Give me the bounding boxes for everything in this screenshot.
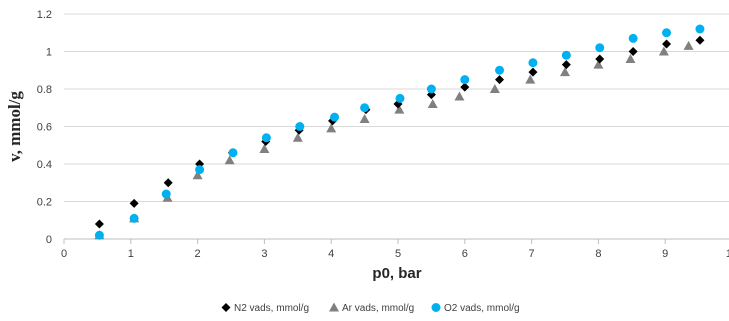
data-point-n2 xyxy=(528,67,538,77)
x-axis-title: p0, bar xyxy=(372,265,421,282)
data-point-o2 xyxy=(528,58,538,68)
data-point-n2 xyxy=(129,198,139,208)
y-tick-label: 0.4 xyxy=(37,159,52,171)
data-point-o2 xyxy=(360,103,370,113)
x-tick-label: 3 xyxy=(261,248,267,260)
data-point-o2 xyxy=(195,165,205,175)
data-point-ar xyxy=(625,54,636,63)
data-point-ar xyxy=(454,91,465,101)
x-tick-label: 8 xyxy=(595,248,601,260)
data-point-o2 xyxy=(395,93,405,103)
gridlines xyxy=(64,13,729,202)
data-point-ar xyxy=(394,104,405,114)
x-tick-label: 5 xyxy=(395,248,401,260)
data-point-ar xyxy=(427,99,438,108)
data-point-ar xyxy=(560,67,570,77)
x-tick-labels: 0 1 2 3 4 5 6 7 8 9 10 xyxy=(61,248,729,260)
y-tick-labels: 0 0.2 0.4 0.6 0.8 1 1.2 xyxy=(37,9,52,246)
data-point-ar xyxy=(683,40,694,50)
data-point-o2 xyxy=(94,230,104,240)
data-point-o2 xyxy=(261,133,271,143)
data-point-ar xyxy=(658,46,669,56)
y-tick-label: 0 xyxy=(46,234,52,246)
x-tick-label: 2 xyxy=(195,248,201,260)
data-point-ar xyxy=(359,114,370,123)
data-point-o2 xyxy=(561,50,571,60)
data-point-ar xyxy=(593,59,604,69)
x-tick-label: 0 xyxy=(61,248,67,260)
data-point-o2 xyxy=(495,65,505,75)
data-point-o2 xyxy=(228,148,238,158)
data-point-o2 xyxy=(295,122,305,131)
data-point-n2 xyxy=(163,178,173,188)
legend-label: N2 vads, mmol/g xyxy=(234,303,309,314)
y-tick-label: 0.6 xyxy=(37,122,52,134)
data-point-o2 xyxy=(426,84,436,94)
y-tick-label: 0.2 xyxy=(37,197,52,209)
data-point-o2 xyxy=(460,75,470,85)
data-point-ar xyxy=(259,144,270,153)
data-point-o2 xyxy=(595,43,605,53)
x-tick-label: 4 xyxy=(328,248,334,260)
data-point-o2 xyxy=(662,28,672,38)
data-point-ar xyxy=(192,170,203,180)
legend-label: Ar vads, mmol/g xyxy=(342,303,414,314)
data-point-n2 xyxy=(628,47,638,56)
y-tick-label: 1 xyxy=(46,47,52,59)
legend-marker xyxy=(431,303,441,312)
legend-marker xyxy=(329,302,339,312)
data-point-o2 xyxy=(129,213,139,223)
data-point-n2 xyxy=(695,35,705,45)
data-point-o2 xyxy=(628,33,638,43)
y-tick-label: 1.2 xyxy=(37,9,52,21)
x-tick-label: 1 xyxy=(128,248,134,260)
data-point-o2 xyxy=(695,24,705,34)
legend-marker xyxy=(221,303,231,312)
legend-label: O2 vads, mmol/g xyxy=(444,303,520,314)
data-point-n2 xyxy=(595,54,605,64)
data-point-o2 xyxy=(161,189,171,199)
y-tick-label: 0.8 xyxy=(37,84,52,96)
x-tick-label: 7 xyxy=(529,248,535,260)
data-point-n2 xyxy=(495,75,505,85)
data-point-n2 xyxy=(662,39,672,49)
data-point-ar xyxy=(292,132,303,142)
x-tick-label: 10 xyxy=(726,248,729,260)
axes xyxy=(63,238,729,244)
data-point-ar xyxy=(326,123,337,133)
data-point-ar xyxy=(489,84,500,93)
y-axis-title: v, mmol/g xyxy=(5,91,24,162)
legend: N2 vads, mmol/g Ar vads, mmol/g O2 vads, m… xyxy=(221,302,520,314)
x-tick-label: 6 xyxy=(462,248,468,260)
data-point-ar xyxy=(525,74,536,84)
data-point-n2 xyxy=(460,82,470,92)
data-point-n2 xyxy=(561,60,571,70)
data-point-ar xyxy=(224,155,235,165)
data-points xyxy=(94,24,705,240)
x-tick-label: 9 xyxy=(662,248,668,260)
data-point-o2 xyxy=(330,112,340,122)
data-point-n2 xyxy=(94,219,104,229)
